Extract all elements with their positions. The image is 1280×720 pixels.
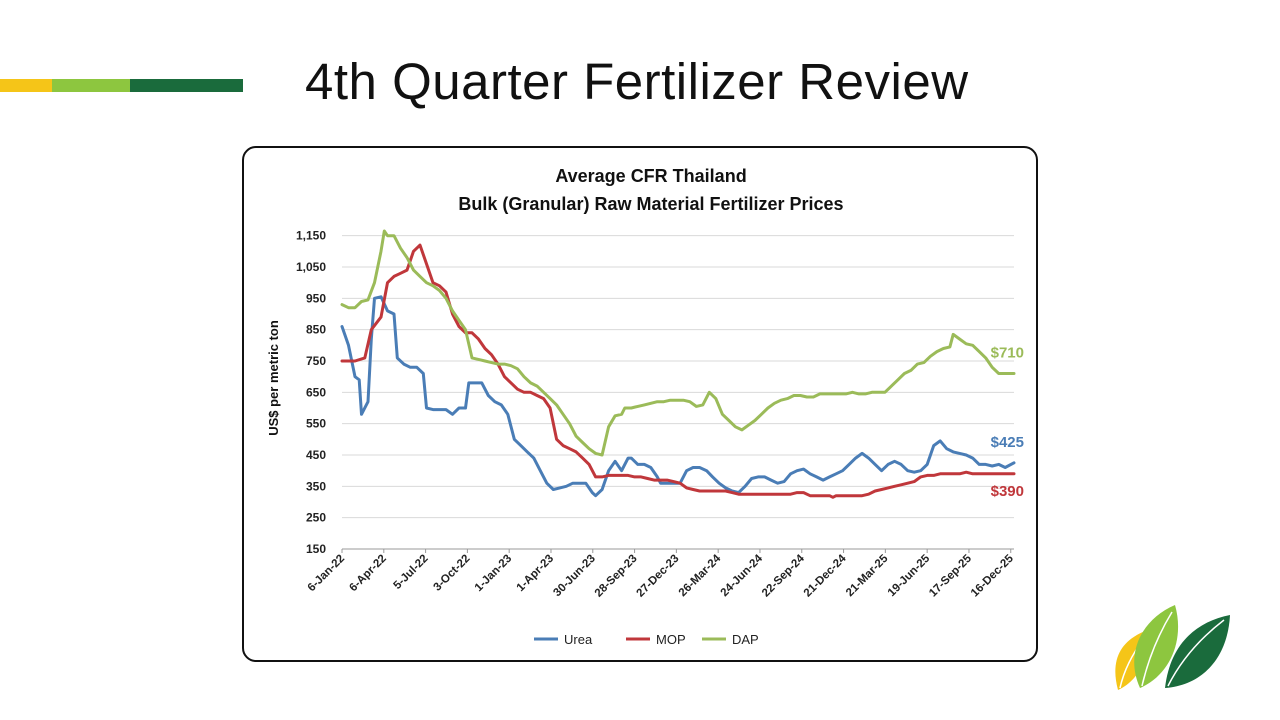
y-tick-label: 650 <box>306 385 326 399</box>
legend-label-urea: Urea <box>564 632 593 647</box>
x-tick-labels: 6-Jan-22 6-Apr-22 5-Jul-22 3-Oct-22 1-Jan-23… <box>306 549 1016 600</box>
y-tick-label: 350 <box>306 479 326 493</box>
series-line-urea <box>340 295 1016 498</box>
y-tick-label: 150 <box>306 542 326 556</box>
y-axis-label: US$ per metric ton <box>266 320 281 436</box>
x-tick-label: 6-Apr-22 <box>347 553 388 594</box>
chart-subtitle: Bulk (Granular) Raw Material Fertilizer … <box>458 194 843 214</box>
end-label-mop: $390 <box>991 483 1024 500</box>
y-tick-label: 1,150 <box>296 229 326 243</box>
x-tick-label: 17-Sep-25 <box>927 552 974 599</box>
x-tick-label: 1-Apr-23 <box>515 553 556 594</box>
x-tick-label: 5-Jul-22 <box>391 553 430 592</box>
x-tick-label: 21-Dec-24 <box>802 552 849 599</box>
legend-label-mop: MOP <box>656 632 686 647</box>
series-lines <box>340 229 1016 499</box>
accent-bar-yellow <box>0 79 52 92</box>
y-tick-label: 1,050 <box>296 260 326 274</box>
y-tick-label: 250 <box>306 511 326 525</box>
series-line-mop <box>340 243 1016 499</box>
x-tick-label: 21-Mar-25 <box>844 552 891 599</box>
leaf-logo-icon <box>1115 605 1230 690</box>
accent-bar-dark-green <box>130 79 243 92</box>
series-line-dap <box>340 229 1016 457</box>
end-label-urea: $425 <box>991 434 1024 451</box>
x-tick-label: 19-Jun-25 <box>886 552 933 599</box>
y-tick-label: 750 <box>306 354 326 368</box>
x-tick-label: 26-Mar-24 <box>677 552 724 599</box>
legend: Urea MOP DAP <box>534 632 759 647</box>
y-tick-labels: 150 250 350 450 550 650 750 850 950 1,050 1,150 <box>296 229 326 556</box>
chart-title: Average CFR Thailand <box>555 166 746 186</box>
x-tick-label: 16-Dec-25 <box>969 552 1016 599</box>
end-labels: $425 $390 $710 <box>991 345 1024 500</box>
x-tick-label: 1-Jan-23 <box>473 553 514 594</box>
legend-label-dap: DAP <box>732 632 759 647</box>
price-line-chart: Average CFR Thailand Bulk (Granular) Raw… <box>266 166 1024 647</box>
x-tick-label: 6-Jan-22 <box>306 553 347 594</box>
end-label-dap: $710 <box>991 345 1024 362</box>
slide-title: 4th Quarter Fertilizer Review <box>305 53 969 110</box>
x-tick-label: 3-Oct-22 <box>431 553 472 594</box>
x-tick-label: 24-Jun-24 <box>719 552 766 599</box>
y-tick-label: 450 <box>306 448 326 462</box>
chart-frame: Average CFR Thailand Bulk (Granular) Raw… <box>242 146 1038 662</box>
x-tick-label: 27-Dec-23 <box>635 553 682 600</box>
accent-bar-light-green <box>52 79 130 92</box>
x-tick-label: 22-Sep-24 <box>760 552 807 599</box>
y-tick-label: 550 <box>306 417 326 431</box>
y-tick-label: 850 <box>306 323 326 337</box>
gridlines <box>342 235 1014 550</box>
x-tick-label: 30-Jun-23 <box>551 553 597 599</box>
y-tick-label: 950 <box>306 291 326 305</box>
x-tick-label: 28-Sep-23 <box>593 553 640 600</box>
